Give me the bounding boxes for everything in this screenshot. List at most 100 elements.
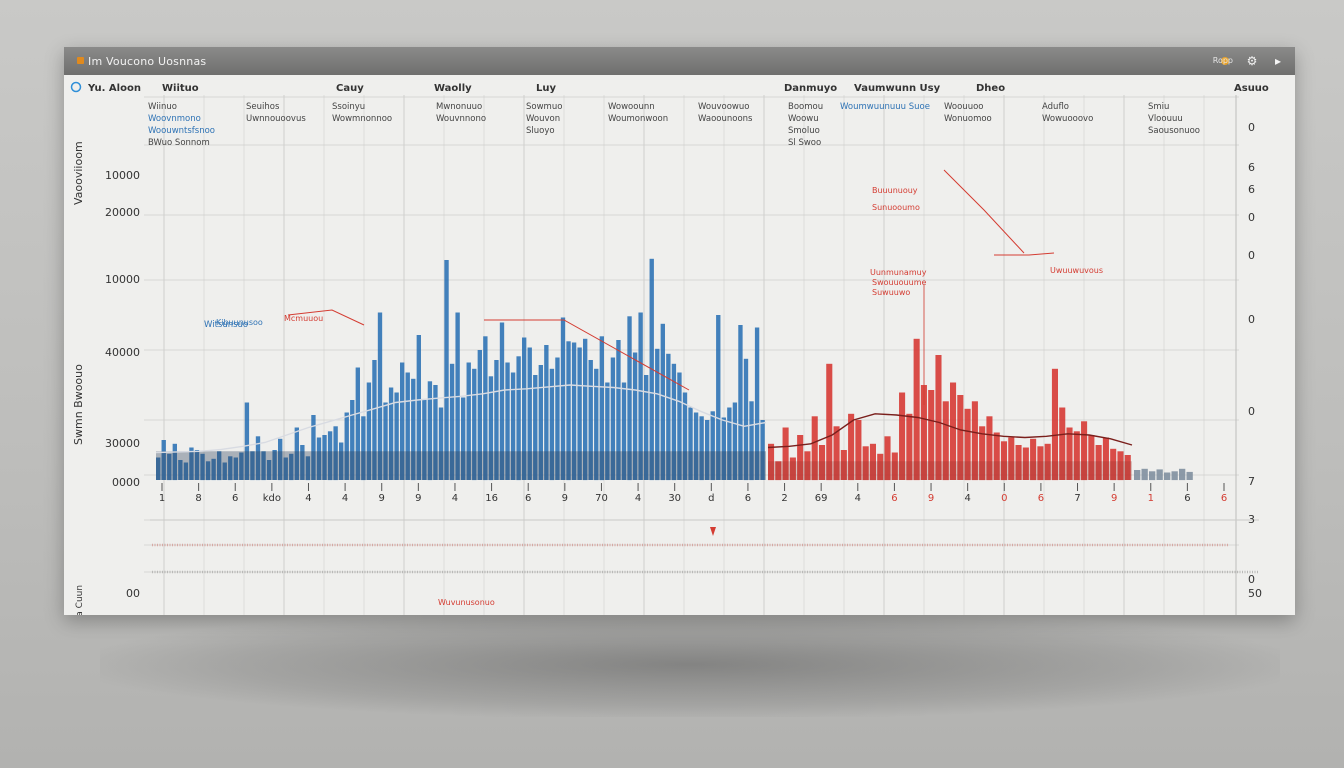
y-tick-right: 6 — [1248, 183, 1255, 196]
column-note: Woumwuunuuu Suoe — [840, 102, 930, 112]
column-notes: Wiinuo Woovnmono Woouwntsfsnoo BWuo Sonnom S… — [148, 102, 1200, 148]
blue-bar — [278, 438, 283, 481]
blue-bar — [610, 357, 616, 480]
red-bar — [1088, 435, 1095, 480]
blue-bar — [743, 358, 749, 481]
x-tick-label: 9 — [928, 493, 934, 504]
blue-bar — [527, 347, 532, 480]
red-bar — [1066, 427, 1073, 480]
blue-bar — [705, 420, 710, 480]
blue-bar — [355, 367, 360, 480]
column-note: Smiu — [1148, 102, 1169, 112]
blue-bar — [693, 412, 699, 480]
annotation-leader-line — [287, 309, 365, 326]
column-note: Boomou — [788, 102, 823, 112]
column-note: Wowmnonnoo — [332, 114, 392, 124]
blue-bar — [161, 440, 166, 480]
tail-bar — [1156, 469, 1163, 480]
x-tick-label: 7 — [1074, 493, 1080, 504]
x-tick-label: d — [708, 493, 714, 504]
red-bar — [1044, 443, 1051, 481]
x-tick-label: 1 — [1148, 493, 1154, 504]
blue-bar — [655, 348, 660, 481]
column-note: Saousonuoo — [1148, 126, 1200, 136]
y-tick-right: 0 — [1248, 211, 1255, 224]
x-tick-label: 4 — [635, 493, 641, 504]
blue-bar — [372, 360, 377, 480]
blue-bar — [477, 350, 482, 480]
blue-bar — [366, 382, 372, 480]
red-bar — [826, 363, 833, 481]
blue-bar — [361, 416, 366, 481]
red-bar — [950, 382, 957, 480]
blue-bar — [339, 442, 344, 480]
blue-bar — [178, 460, 183, 480]
next-icon[interactable]: ▸ — [1274, 54, 1282, 68]
blue-base-band — [156, 451, 766, 480]
column-note: Woouwntsfsnoo — [148, 126, 215, 136]
blue-bar — [289, 453, 294, 481]
blue-bar — [250, 451, 255, 481]
y-tick-right: 6 — [1248, 161, 1255, 174]
annotation-label: Wounonnuo — [630, 614, 678, 615]
blue-bar — [666, 353, 671, 481]
bar-series — [156, 258, 1193, 481]
red-bar — [993, 432, 1000, 480]
blue-bar — [394, 392, 399, 480]
blue-bar — [194, 450, 200, 480]
blue-bar — [316, 437, 322, 480]
blue-bar — [172, 443, 177, 481]
chart-window: Im Voucono Uosnnas Ropp ⚙ ▸ Yu. Aloon Wii… — [64, 47, 1295, 615]
y-axis-title-top: Vaooviioom — [72, 141, 85, 205]
grid-lines — [144, 95, 1259, 615]
x-tick-label: kdo — [263, 493, 281, 504]
y-tick-left: 30000 — [105, 437, 140, 450]
red-bar — [986, 416, 993, 481]
red-bar — [1030, 438, 1037, 481]
tail-bar — [1179, 468, 1186, 481]
column-note: Wiinuo — [148, 102, 177, 112]
x-tick-label: 0 — [1001, 493, 1007, 504]
blue-bar — [760, 420, 765, 480]
column-note: Sl Swoo — [788, 138, 821, 148]
red-bar — [928, 390, 935, 480]
blue-bar — [644, 375, 649, 480]
blue-bar — [167, 453, 172, 481]
annotation-leader-line — [484, 319, 690, 391]
blue-bar — [522, 337, 527, 480]
red-bar — [964, 408, 971, 481]
x-tick-label: 4 — [855, 493, 861, 504]
blue-bar — [594, 368, 599, 481]
settings-icon[interactable]: ⚙ — [1246, 54, 1258, 68]
blue-bar — [566, 341, 571, 481]
blue-bar — [322, 435, 327, 480]
tail-bar — [1171, 471, 1178, 481]
column-header: Luy — [536, 83, 556, 94]
column-note: Woouuoo — [944, 102, 983, 112]
blue-bar — [738, 325, 743, 480]
red-bar — [1081, 421, 1088, 481]
x-tick-label: 1 — [159, 493, 165, 504]
legend-label: Witsunsuo — [204, 320, 248, 330]
blue-bar — [255, 436, 261, 481]
y-tick-right: 0 — [1248, 573, 1255, 586]
marker-pin-icon — [710, 527, 716, 536]
red-bar — [971, 401, 978, 481]
annotation-label: Mcmuuou — [284, 314, 323, 323]
blue-bar — [599, 336, 604, 481]
blue-bar — [422, 400, 427, 480]
red-bar — [935, 355, 942, 480]
x-tick-label: 4 — [342, 493, 348, 504]
y-tick-right: 0 — [1248, 121, 1255, 134]
column-note: Vloouuu — [1148, 114, 1183, 124]
annotation-label: Buuunuouy — [872, 186, 918, 195]
blue-bar — [510, 372, 516, 480]
annotation-leader-line — [994, 252, 1055, 256]
red-bar — [906, 413, 913, 481]
blue-bar — [294, 427, 299, 480]
tail-bar — [1141, 468, 1148, 481]
x-tick-label: 9 — [415, 493, 421, 504]
red-bar — [848, 413, 855, 481]
blue-bar — [494, 360, 499, 480]
red-base-band — [768, 461, 1132, 480]
